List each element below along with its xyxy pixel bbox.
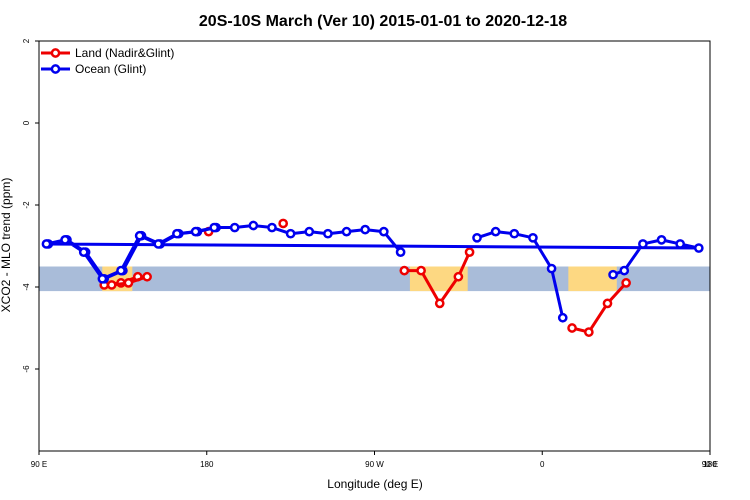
land-data-point — [464, 247, 475, 257]
ocean-data-point — [248, 220, 259, 231]
land-data-point — [123, 278, 134, 288]
ocean-data-point — [341, 226, 352, 237]
ocean-data-point — [285, 228, 296, 239]
y-tick-label: 2 — [22, 38, 31, 43]
ocean-data-point — [41, 239, 52, 249]
ocean-data-point — [395, 247, 406, 257]
ocean-data-point — [528, 232, 538, 243]
land-data-point — [583, 327, 594, 337]
land-data-point — [278, 218, 289, 229]
land-series-line — [571, 281, 628, 334]
land-data-point — [416, 265, 426, 276]
ocean-data-point — [490, 226, 501, 237]
x-tick-label: 90 E — [702, 460, 718, 469]
legend-land-label: Land (Nadir&Glint) — [75, 46, 174, 60]
ocean-data-point — [134, 230, 145, 241]
ocean-data-point — [116, 265, 126, 276]
ocean-data-point — [153, 239, 164, 249]
legend-land-marker — [50, 48, 61, 58]
ocean-data-point — [638, 239, 648, 249]
ocean-data-point — [209, 222, 220, 233]
ocean-data-point — [323, 228, 333, 239]
x-axis-label: Longitude (deg E) — [327, 477, 422, 491]
ocean-data-point — [608, 269, 618, 280]
land-data-point — [399, 265, 410, 276]
x-tick-label: 180 — [703, 460, 717, 469]
y-tick-label: -4 — [22, 283, 31, 291]
ocean-data-point — [656, 235, 667, 245]
chart-title: 20S-10S March (Ver 10) 2015-01-01 to 202… — [199, 13, 567, 30]
ocean-data-point — [360, 224, 371, 235]
y-tick-label: -2 — [22, 201, 31, 209]
legend-ocean-label: Ocean (Glint) — [75, 62, 146, 76]
ocean-data-point — [97, 273, 108, 284]
ocean-data-point — [472, 232, 482, 243]
land-data-point — [434, 298, 445, 309]
land-data-point — [602, 298, 613, 309]
ocean-data-point — [619, 265, 630, 276]
land-data-point — [567, 323, 577, 333]
ocean-data-point — [60, 235, 70, 245]
ocean-data-point — [304, 226, 315, 237]
x-tick-label: 90 W — [365, 460, 384, 469]
x-tick-label: 0 — [540, 460, 545, 469]
ocean-data-point — [378, 226, 389, 237]
land-data-point — [106, 280, 117, 290]
y-tick-label: 0 — [22, 120, 31, 125]
ocean-data-point — [675, 239, 686, 249]
land-data-point — [621, 278, 631, 288]
y-tick-label: -6 — [22, 365, 31, 373]
ocean-data-point — [190, 226, 201, 237]
ocean-data-point — [267, 222, 277, 233]
x-tick-label: 90 E — [31, 460, 47, 469]
ocean-data-point — [509, 228, 520, 239]
x-tick-label: 180 — [200, 460, 214, 469]
ocean-data-point — [557, 312, 568, 323]
ocean-data-point — [78, 247, 89, 257]
ocean-data-point — [229, 222, 240, 233]
legend-ocean-marker — [50, 64, 61, 74]
y-axis-label: XCO2 - MLO trend (ppm) — [0, 178, 13, 313]
land-data-point — [142, 271, 152, 282]
ocean-data-point — [172, 228, 182, 239]
ocean-data-point — [693, 243, 704, 253]
land-band — [568, 266, 617, 292]
ocean-series-line — [44, 226, 701, 281]
ocean-data-point — [546, 263, 557, 274]
land-data-point — [453, 271, 464, 282]
